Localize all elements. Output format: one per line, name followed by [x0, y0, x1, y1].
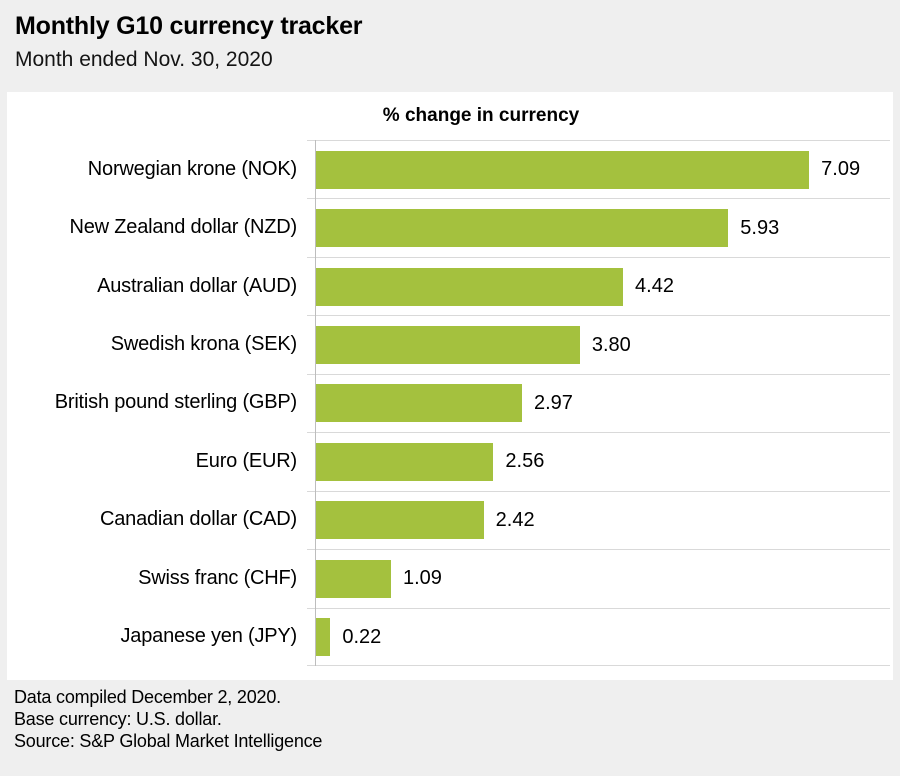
row-plot: 2.56 — [307, 432, 890, 490]
bar — [315, 501, 484, 540]
bar — [315, 209, 729, 248]
bar — [315, 442, 494, 481]
row-plot: 1.09 — [307, 549, 890, 607]
page-subtitle: Month ended Nov. 30, 2020 — [15, 48, 273, 71]
category-label: Swiss franc (CHF) — [138, 566, 297, 589]
page-title: Monthly G10 currency tracker — [15, 12, 363, 40]
row-plot: 2.97 — [307, 373, 890, 432]
bottom-gridline — [307, 665, 890, 666]
category-label: Japanese yen (JPY) — [120, 625, 298, 648]
category-label: British pound sterling (GBP) — [54, 391, 297, 414]
value-label: 1.09 — [402, 567, 442, 590]
row-plot: 5.93 — [307, 198, 890, 256]
row-plot: 4.42 — [307, 256, 890, 315]
row-plot: 0.22 — [307, 607, 890, 666]
chart-title: % change in currency — [382, 105, 580, 126]
category-label: Norwegian krone (NOK) — [87, 157, 297, 180]
value-label: 2.97 — [534, 391, 573, 414]
category-label: Canadian dollar (CAD) — [99, 508, 297, 531]
value-label: 4.42 — [635, 275, 674, 298]
y-axis-line — [315, 140, 316, 666]
footnote-source: Source: S&P Global Market Intelligence — [14, 731, 323, 751]
footnotes: Data compiled December 2, 2020. Base cur… — [14, 686, 322, 752]
category-label: New Zealand dollar (NZD) — [69, 216, 298, 239]
value-label: 2.42 — [495, 508, 535, 531]
chart-row: Swedish krona (SEK) 3.80 — [7, 315, 890, 373]
row-plot: 7.09 — [307, 140, 890, 198]
value-label: 3.80 — [591, 333, 631, 356]
value-label: 0.22 — [342, 625, 382, 648]
bar — [315, 150, 810, 189]
chart-row: Australian dollar (AUD) 4.42 — [7, 256, 890, 315]
plot-area: Norwegian krone (NOK) 7.09 New Zealand dol… — [7, 140, 890, 666]
chart-row: Canadian dollar (CAD) 2.42 — [7, 490, 890, 549]
bar — [315, 618, 331, 657]
bar — [315, 326, 580, 365]
chart-row: Japanese yen (JPY) 0.22 — [7, 607, 890, 666]
chart-panel: % change in currency Norwegian krone (NO… — [7, 92, 893, 680]
bar — [315, 384, 522, 423]
row-plot: 2.42 — [307, 490, 890, 549]
chart-row: Euro (EUR) 2.56 — [7, 432, 890, 490]
bar — [315, 559, 391, 598]
bar — [315, 267, 624, 306]
value-label: 7.09 — [821, 158, 861, 181]
value-label: 5.93 — [740, 216, 780, 239]
row-plot: 3.80 — [307, 315, 890, 373]
chart-row: Norwegian krone (NOK) 7.09 — [7, 140, 890, 198]
footnote-base-currency: Base currency: U.S. dollar. — [14, 709, 222, 729]
value-label: 2.56 — [505, 450, 545, 473]
chart-row: British pound sterling (GBP) 2.97 — [7, 373, 890, 432]
chart-row: Swiss franc (CHF) 1.09 — [7, 549, 890, 607]
category-label: Euro (EUR) — [195, 449, 298, 472]
category-label: Australian dollar (AUD) — [97, 274, 297, 297]
footnote-compiled: Data compiled December 2, 2020. — [14, 687, 281, 707]
bar-rows: Norwegian krone (NOK) 7.09 New Zealand dol… — [7, 140, 890, 666]
chart-row: New Zealand dollar (NZD) 5.93 — [7, 198, 890, 256]
category-label: Swedish krona (SEK) — [110, 333, 297, 356]
